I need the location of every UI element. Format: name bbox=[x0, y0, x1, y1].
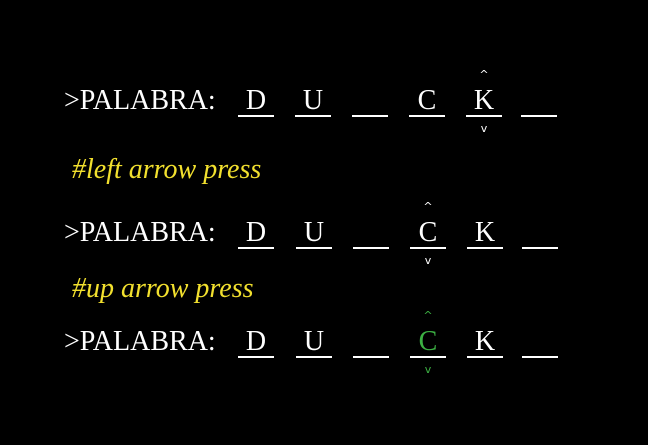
letter-slot-active[interactable]: ^ C v bbox=[410, 201, 446, 267]
letter-slot[interactable]: U bbox=[296, 213, 332, 253]
letter-slot[interactable] bbox=[521, 81, 557, 121]
letter-slot[interactable] bbox=[522, 213, 558, 253]
slot-underline bbox=[522, 356, 558, 358]
slot-underline bbox=[352, 115, 388, 117]
letter-slot-active[interactable]: ^ K v bbox=[466, 69, 502, 135]
slot-underline bbox=[521, 115, 557, 117]
slot-letter: U bbox=[303, 326, 325, 357]
slot-letter: U bbox=[302, 85, 324, 116]
slot-underline bbox=[353, 356, 389, 358]
slot-letter: C bbox=[417, 85, 437, 116]
letter-slot[interactable] bbox=[352, 81, 388, 121]
caret-down-icon: v bbox=[424, 254, 432, 267]
slot-letter: D bbox=[245, 85, 267, 116]
slot-underline bbox=[409, 115, 445, 117]
comment-left-arrow: #left arrow press bbox=[72, 154, 262, 185]
comment-up-arrow: #up arrow press bbox=[72, 273, 254, 304]
slot-letter: U bbox=[303, 217, 325, 248]
slot-underline bbox=[295, 115, 331, 117]
slot-underline bbox=[522, 247, 558, 249]
slot-letter: C bbox=[418, 326, 438, 357]
letter-slot[interactable] bbox=[353, 213, 389, 253]
slot-underline bbox=[410, 247, 446, 249]
caret-up-icon: ^ bbox=[423, 200, 433, 213]
prompt-label: >PALABRA: bbox=[64, 85, 216, 116]
letter-slot[interactable]: D bbox=[238, 81, 274, 121]
slot-letter: D bbox=[245, 326, 267, 357]
slot-underline bbox=[238, 115, 274, 117]
letter-slot-selected[interactable]: ^ C v bbox=[410, 310, 446, 376]
letter-slot[interactable]: D bbox=[238, 322, 274, 362]
caret-up-icon: ^ bbox=[423, 309, 433, 322]
slot-underline bbox=[238, 356, 274, 358]
letter-slot[interactable]: U bbox=[296, 322, 332, 362]
slot-letter: K bbox=[474, 217, 496, 248]
prompt-label: >PALABRA: bbox=[64, 326, 216, 357]
slot-letter: C bbox=[418, 217, 438, 248]
letter-slot[interactable]: K bbox=[467, 322, 503, 362]
prompt-label: >PALABRA: bbox=[64, 217, 216, 248]
slot-underline bbox=[467, 247, 503, 249]
slot-letter: K bbox=[474, 326, 496, 357]
letter-slot[interactable]: C bbox=[409, 81, 445, 121]
caret-down-icon: v bbox=[424, 363, 432, 376]
slot-underline bbox=[466, 115, 502, 117]
slot-underline bbox=[296, 356, 332, 358]
letter-slot[interactable] bbox=[522, 322, 558, 362]
caret-up-icon: ^ bbox=[479, 68, 489, 81]
slot-underline bbox=[296, 247, 332, 249]
letter-slot[interactable]: D bbox=[238, 213, 274, 253]
slot-underline bbox=[353, 247, 389, 249]
letter-slot[interactable]: K bbox=[467, 213, 503, 253]
slot-underline bbox=[410, 356, 446, 358]
slot-underline bbox=[238, 247, 274, 249]
slot-letter: D bbox=[245, 217, 267, 248]
slot-underline bbox=[467, 356, 503, 358]
caret-down-icon: v bbox=[480, 122, 488, 135]
letter-slot[interactable] bbox=[353, 322, 389, 362]
slot-letter: K bbox=[473, 85, 495, 116]
letter-slot[interactable]: U bbox=[295, 81, 331, 121]
